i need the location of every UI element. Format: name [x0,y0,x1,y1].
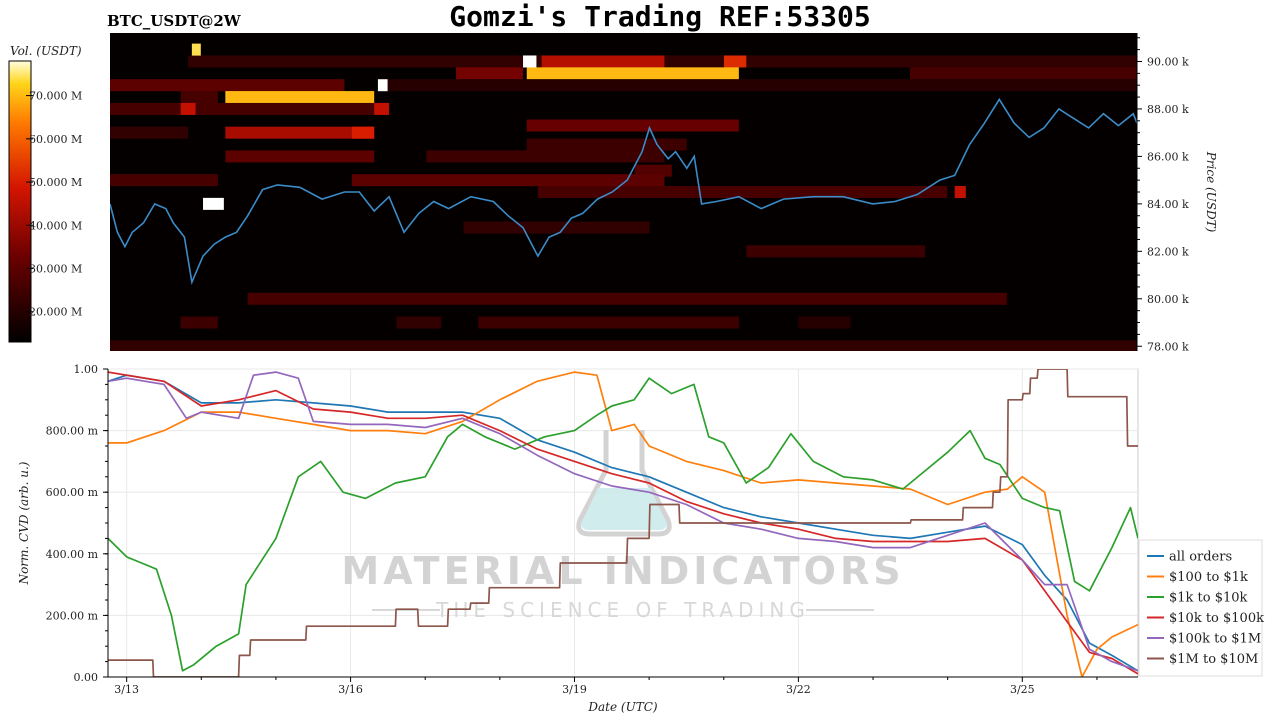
price-tick-label: 90.00 k [1147,55,1189,68]
chart-title: Gomzi's Trading REF:53305 [449,0,870,33]
colorbar-tick-label: 70.000 M [29,90,82,103]
watermark: MATERIAL INDICATORS THE SCIENCE OF TRADI… [341,430,904,622]
symbol-label: BTC_USDT@2W [107,12,242,30]
heatmap-cell [351,174,665,187]
heatmap-cell [463,221,650,234]
legend-label: $1k to $10k [1169,591,1248,606]
heatmap-cell [180,102,196,115]
colorbar-tick-label: 50.000 M [29,176,82,189]
price-tick-label: 88.00 k [1147,103,1189,116]
heatmap-cell [351,126,375,139]
heatmap-cell [526,138,687,151]
heatmap-cell [526,119,739,132]
heatmap-cell [426,150,665,163]
heatmap-cell [180,91,218,104]
heatmap-cell [537,186,948,198]
colorbar [8,60,32,343]
cvd-y-axis-label: Norm. CVD (arb. u.) [17,461,31,585]
price-axis-label: Price (USDT) [1204,151,1218,233]
legend-label: all orders [1169,550,1232,565]
cvd-y-tick-label: 400.00 m [46,548,99,561]
heatmap-cell [541,55,665,68]
heatmap-cell [110,126,189,139]
heatmap-cell [523,55,537,68]
heatmap-cell [110,79,345,92]
cvd-series-line [108,374,1138,672]
heatmap-cell [247,292,1007,305]
colorbar-tick-label: 20.000 M [29,306,82,319]
cvd-x-tick-label: 3/25 [1010,683,1035,696]
price-tick-label: 86.00 k [1147,150,1189,163]
heatmap-cell [798,316,851,329]
heatmap-cell [180,316,218,329]
heatmap-cell [381,79,1137,92]
heatmap-cell [374,102,390,115]
cvd-series-lines [108,369,1138,677]
price-axis-ticks: 78.00 k 80.00 k 82.00 k 84.00 k 86.00 k 88.00… [1137,37,1189,353]
legend-label: $100 to $1k [1169,570,1248,585]
heatmap-cell [478,316,739,329]
cvd-x-ticks: 3/13 3/16 3/19 3/22 3/25 [114,677,1098,696]
legend-box [1138,539,1263,677]
colorbar-tick-label: 40.000 M [29,219,82,232]
cvd-series-line [108,369,1138,677]
cvd-series-line [108,371,1138,677]
watermark-tagline: THE SCIENCE OF TRADING [435,598,810,622]
price-tick-label: 82.00 k [1147,245,1189,258]
cvd-y-tick-label: 800.00 m [46,425,99,438]
cvd-y-tick-label: 0.00 [74,671,99,684]
price-tick-label: 78.00 k [1147,340,1189,353]
heatmap-cell [225,91,375,104]
heatmap-cell [110,340,1137,351]
watermark-brand: MATERIAL INDICATORS [341,549,904,593]
flask-icon [576,430,672,537]
heatmap-cell [526,67,739,80]
legend-label: $100k to $1M [1169,632,1261,647]
cvd-series-line [108,371,1138,672]
heatmap-cell [746,245,925,258]
heatmap-cell [910,67,1137,80]
legend-label: $10k to $100k [1169,611,1264,626]
cvd-x-tick-label: 3/19 [562,683,587,696]
price-tick-label: 84.00 k [1147,198,1189,211]
cvd-y-tick-label: 600.00 m [46,486,99,499]
heatmap-cell [110,102,390,115]
cvd-y-tick-label: 1.00 [74,363,99,376]
heatmap-cell [723,55,747,68]
cvd-x-tick-label: 3/13 [114,683,139,696]
colorbar-ticks: 20.000 M 30.000 M 40.000 M 50.000 M 60.000 M… [26,90,82,319]
heatmap-cell [110,174,218,187]
heatmap-cell [191,43,201,56]
heatmap-bands [110,43,1137,351]
cvd-x-tick-label: 3/16 [338,683,363,696]
heatmap-cell [634,164,672,177]
colorbar-label: Vol. (USDT) [10,44,82,58]
heatmap-cell [225,150,375,163]
heatmap-cell [203,197,224,210]
heatmap-cell [377,79,388,92]
price-tick-label: 80.00 k [1147,293,1189,306]
cvd-x-axis-label: Date (UTC) [587,700,657,714]
cvd-x-tick-label: 3/22 [786,683,811,696]
cvd-y-ticks: 0.00 200.00 m 400.00 m 600.00 m 800.00 m 1.00 [46,363,108,684]
cvd-y-tick-label: 200.00 m [46,609,99,622]
colorbar-tick-label: 30.000 M [29,263,82,276]
heatmap-cell [396,316,442,329]
price-line [110,97,1137,286]
legend: all orders $100 to $1k $1k to $10k $10k to … [1138,539,1264,677]
cvd-series-line [108,377,1138,672]
heatmap-cell [954,186,966,198]
legend-label: $1M to $10M [1169,652,1258,667]
colorbar-tick-label: 60.000 M [29,133,82,146]
heatmap-cell [456,67,524,80]
heatmap-cell [225,126,375,139]
